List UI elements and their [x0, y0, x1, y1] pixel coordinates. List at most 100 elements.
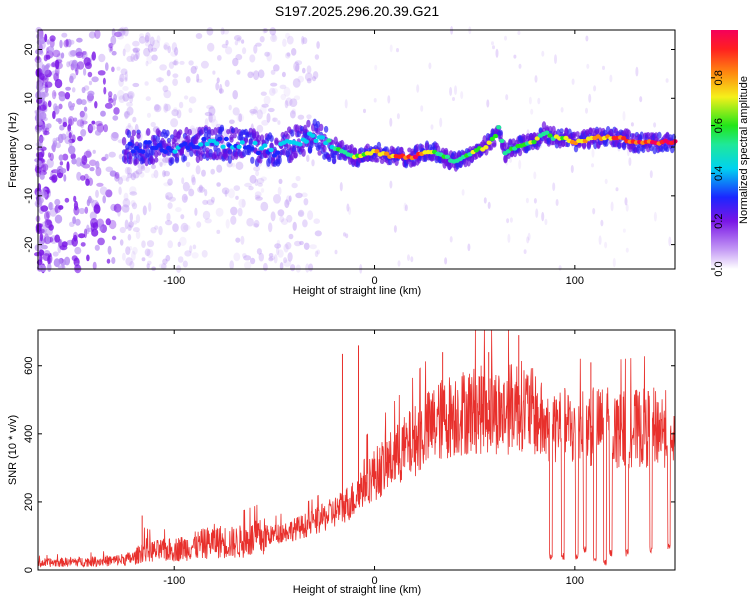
- noise-blob: [284, 100, 289, 109]
- noise-blob: [95, 120, 103, 127]
- noise-blob: [150, 121, 156, 128]
- noise-blob: [285, 242, 292, 250]
- noise-blob: [444, 257, 448, 265]
- noise-blob: [109, 46, 114, 52]
- noise-blob: [274, 243, 282, 249]
- noise-blob: [86, 254, 90, 262]
- noise-blob: [188, 107, 193, 114]
- noise-blob: [588, 93, 592, 103]
- noise-blob: [133, 54, 139, 61]
- noise-blob: [233, 185, 241, 192]
- noise-blob: [158, 225, 163, 236]
- noise-blob: [592, 208, 596, 215]
- noise-blob: [122, 93, 130, 102]
- ridge-halo: [269, 135, 274, 142]
- noise-blob: [151, 164, 156, 170]
- noise-blob: [67, 116, 75, 126]
- noise-blob: [117, 176, 123, 185]
- noise-blob: [176, 109, 182, 119]
- noise-blob: [125, 246, 131, 256]
- ridge-halo: [322, 145, 327, 153]
- noise-blob: [129, 95, 134, 104]
- noise-blob: [105, 218, 112, 226]
- noise-blob: [506, 218, 510, 224]
- noise-blob: [64, 197, 70, 203]
- ridge-core: [172, 149, 178, 154]
- ridge-halo: [375, 157, 380, 163]
- noise-blob: [41, 64, 46, 75]
- noise-blob: [527, 232, 531, 241]
- noise-blob: [76, 119, 85, 127]
- noise-blob: [283, 86, 291, 97]
- noise-blob: [54, 59, 60, 70]
- noise-blob: [112, 115, 119, 121]
- noise-blob: [225, 39, 229, 46]
- noise-blob: [268, 253, 274, 258]
- noise-blob: [111, 132, 119, 139]
- noise-blob: [162, 157, 170, 163]
- noise-blob: [116, 66, 121, 71]
- ridge-core: [483, 145, 489, 150]
- noise-blob: [174, 47, 179, 56]
- noise-blob: [183, 95, 189, 100]
- noise-blob: [316, 41, 320, 49]
- noise-blob: [167, 240, 173, 249]
- noise-blob: [135, 214, 141, 224]
- colorbar-label: Normalized spectral amplitude: [738, 76, 750, 224]
- noise-blob: [94, 129, 102, 136]
- noise-blob: [236, 69, 241, 75]
- ridge-core: [130, 149, 136, 154]
- noise-blob: [188, 96, 197, 104]
- noise-blob: [312, 76, 317, 82]
- noise-blob: [248, 186, 254, 191]
- noise-blob: [71, 87, 76, 93]
- noise-blob: [173, 59, 177, 66]
- noise-blob: [51, 90, 57, 100]
- noise-blob: [54, 204, 61, 214]
- noise-blob: [124, 71, 128, 81]
- noise-blob: [63, 174, 67, 182]
- noise-blob: [144, 39, 151, 47]
- ridge-halo: [319, 123, 324, 132]
- noise-blob: [558, 265, 562, 271]
- noise-blob: [295, 192, 303, 199]
- noise-blob: [144, 81, 149, 86]
- noise-blob: [653, 211, 657, 222]
- noise-blob: [144, 35, 150, 43]
- noise-blob: [96, 182, 104, 187]
- noise-blob: [507, 233, 511, 243]
- noise-blob: [312, 71, 319, 80]
- noise-blob: [279, 262, 284, 271]
- noise-blob: [307, 210, 314, 221]
- noise-blob: [206, 27, 214, 36]
- noise-blob: [225, 219, 230, 229]
- noise-blob: [132, 227, 140, 233]
- noise-blob: [153, 169, 159, 179]
- ridge-halo: [517, 148, 523, 157]
- ridge-halo: [339, 139, 345, 148]
- ridge-core: [262, 143, 268, 148]
- colorbar-tick-label: 0.4: [713, 166, 725, 181]
- noise-blob: [252, 223, 259, 228]
- noise-blob: [240, 235, 245, 245]
- noise-blob: [396, 113, 400, 120]
- noise-blob: [146, 54, 153, 65]
- noise-blob: [190, 127, 197, 137]
- noise-blob: [126, 101, 133, 107]
- noise-blob: [534, 75, 538, 83]
- noise-blob: [73, 117, 78, 122]
- noise-blob: [257, 182, 263, 187]
- noise-blob: [68, 139, 73, 148]
- noise-blob: [151, 173, 155, 179]
- noise-blob: [87, 123, 94, 134]
- noise-blob: [149, 36, 155, 47]
- spectrogram-xtick-label: -100: [163, 275, 185, 287]
- ridge-halo: [561, 140, 566, 147]
- snr-ticks: -100 0 100 0 200 400 600: [23, 330, 675, 587]
- noise-blob: [69, 105, 75, 111]
- noise-blob: [68, 50, 77, 58]
- noise-blob: [585, 35, 589, 42]
- noise-blob: [54, 78, 63, 89]
- noise-blob: [146, 112, 152, 118]
- noise-blob: [238, 113, 243, 123]
